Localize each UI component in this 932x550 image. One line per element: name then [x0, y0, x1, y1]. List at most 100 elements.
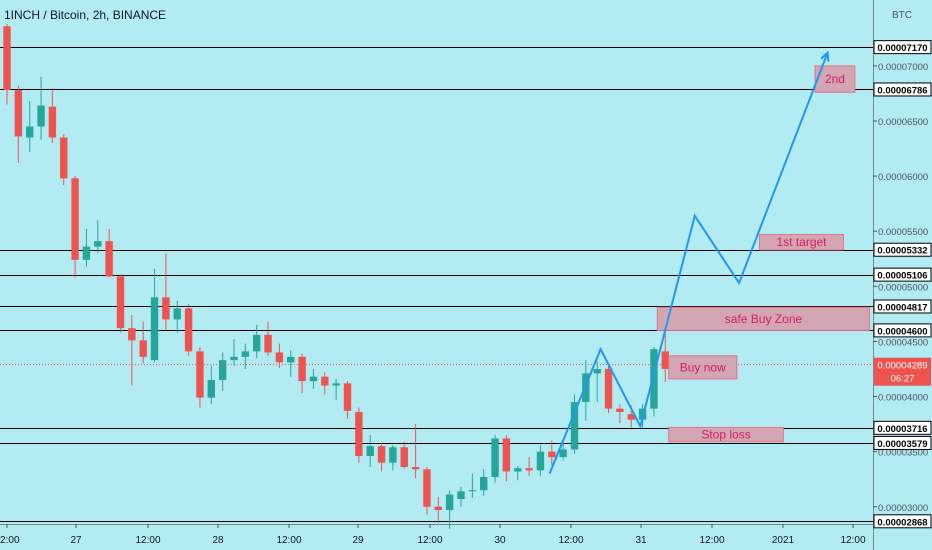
candle-up: [241, 351, 250, 357]
level-price-label: 0.00005106: [877, 271, 927, 282]
current-price-label: 0.00004289: [877, 361, 927, 372]
candle-up: [491, 438, 499, 477]
level-price-label: 0.00003579: [877, 439, 927, 450]
x-tick-label: 30: [494, 535, 506, 546]
annotation-label: Stop loss: [701, 428, 750, 442]
level-price-label-box: [873, 435, 932, 450]
candle-down: [264, 334, 272, 353]
level-price-label: 0.00004600: [877, 326, 927, 337]
annotation-box: [759, 234, 844, 251]
candle-down: [661, 351, 669, 369]
candle-down: [71, 178, 79, 260]
candle-up: [37, 105, 45, 127]
candle-up: [332, 383, 340, 386]
candle-up: [650, 349, 658, 409]
level-price-label-box: [873, 420, 932, 435]
candle-down: [48, 106, 57, 138]
level-price-label-box: [873, 82, 932, 97]
time-axis-background: [0, 524, 873, 550]
candle-up: [389, 447, 397, 463]
candle-up: [559, 449, 567, 458]
candle-down: [400, 447, 408, 468]
y-tick-label: 0.00003000: [878, 503, 928, 514]
candle-down: [343, 383, 352, 411]
x-tick-label: 29: [352, 535, 364, 546]
x-tick-label: 31: [635, 535, 647, 546]
candle-down: [525, 468, 533, 471]
candle-down: [298, 356, 306, 382]
x-tick-label: 2021: [772, 535, 795, 546]
countdown-label: 06:27: [891, 374, 915, 385]
x-tick-label: 28: [212, 535, 224, 546]
annotation-label: Buy now: [680, 360, 726, 374]
candle-up: [570, 402, 579, 450]
x-tick-label: 12:00: [699, 535, 724, 546]
candle-up: [230, 356, 238, 361]
candle-up: [26, 126, 34, 138]
y-tick-label: 0.00007000: [878, 62, 928, 73]
candle-up: [309, 376, 318, 382]
candle-down: [196, 351, 204, 398]
y-tick-label: 0.00004500: [878, 337, 928, 348]
level-price-label-box: [873, 40, 932, 55]
candle-down: [139, 340, 147, 357]
candle-down: [116, 276, 125, 329]
current-price-label-box: [874, 357, 931, 386]
candle-down: [411, 467, 420, 470]
annotation-box: [668, 355, 738, 380]
candle-up: [468, 490, 477, 492]
annotation-box: [668, 426, 784, 443]
candle-down: [377, 446, 386, 463]
annotation-box: [656, 306, 871, 331]
candle-down: [502, 438, 511, 472]
y-tick-label: 0.00006500: [878, 117, 928, 128]
level-price-label-box: [873, 242, 932, 257]
y-tick-label: 0.00003500: [878, 448, 928, 459]
candle-up: [445, 494, 454, 511]
level-price-label: 0.00007170: [877, 43, 927, 54]
candle-down: [184, 308, 193, 352]
level-price-label-box: [873, 267, 932, 282]
y-tick-label: 0.00005500: [878, 227, 928, 238]
x-tick-label: 12:00: [276, 535, 301, 546]
level-price-label-box: [873, 514, 932, 529]
annotation-label: 1st target: [776, 235, 827, 249]
level-price-label: 0.00003716: [877, 424, 927, 435]
y-tick-label: 0.00006000: [878, 172, 928, 183]
candle-down: [616, 408, 624, 412]
candle-down: [3, 26, 11, 91]
candle-up: [457, 491, 465, 500]
candle-up: [366, 446, 374, 457]
level-price-label-box: [873, 323, 932, 338]
annotation-label: safe Buy Zone: [725, 312, 803, 326]
candle-up: [218, 360, 227, 381]
candle-down: [548, 451, 556, 458]
candle-up: [514, 468, 522, 472]
x-tick-label: 12:00: [0, 535, 20, 546]
candle-up: [253, 334, 261, 352]
candle-down: [162, 297, 170, 320]
level-price-label: 0.00005332: [877, 246, 927, 257]
candle-down: [627, 414, 635, 420]
candle-down: [321, 376, 329, 386]
candle-down: [275, 352, 284, 363]
candle-down: [105, 241, 113, 277]
candle-up: [150, 297, 159, 361]
level-price-label: 0.00006786: [877, 85, 927, 96]
level-price-label: 0.00002868: [877, 517, 927, 528]
candle-up: [287, 356, 295, 363]
y-tick-label: 0.00005000: [878, 282, 928, 293]
x-tick-label: 12:00: [558, 535, 583, 546]
plot-background: [0, 0, 873, 524]
x-tick-label: 12:00: [417, 535, 442, 546]
x-tick-label: 12:00: [840, 535, 865, 546]
currency-label: BTC: [892, 10, 912, 21]
projection-path: [548, 52, 829, 475]
candle-up: [173, 308, 181, 320]
y-tick-label: 0.00004000: [878, 393, 928, 404]
candle-down: [423, 469, 431, 507]
candle-down: [434, 506, 442, 511]
chart-title: 1INCH / Bitcoin, 2h, BINANCE: [4, 8, 167, 22]
annotation-label: 2nd: [825, 72, 845, 86]
